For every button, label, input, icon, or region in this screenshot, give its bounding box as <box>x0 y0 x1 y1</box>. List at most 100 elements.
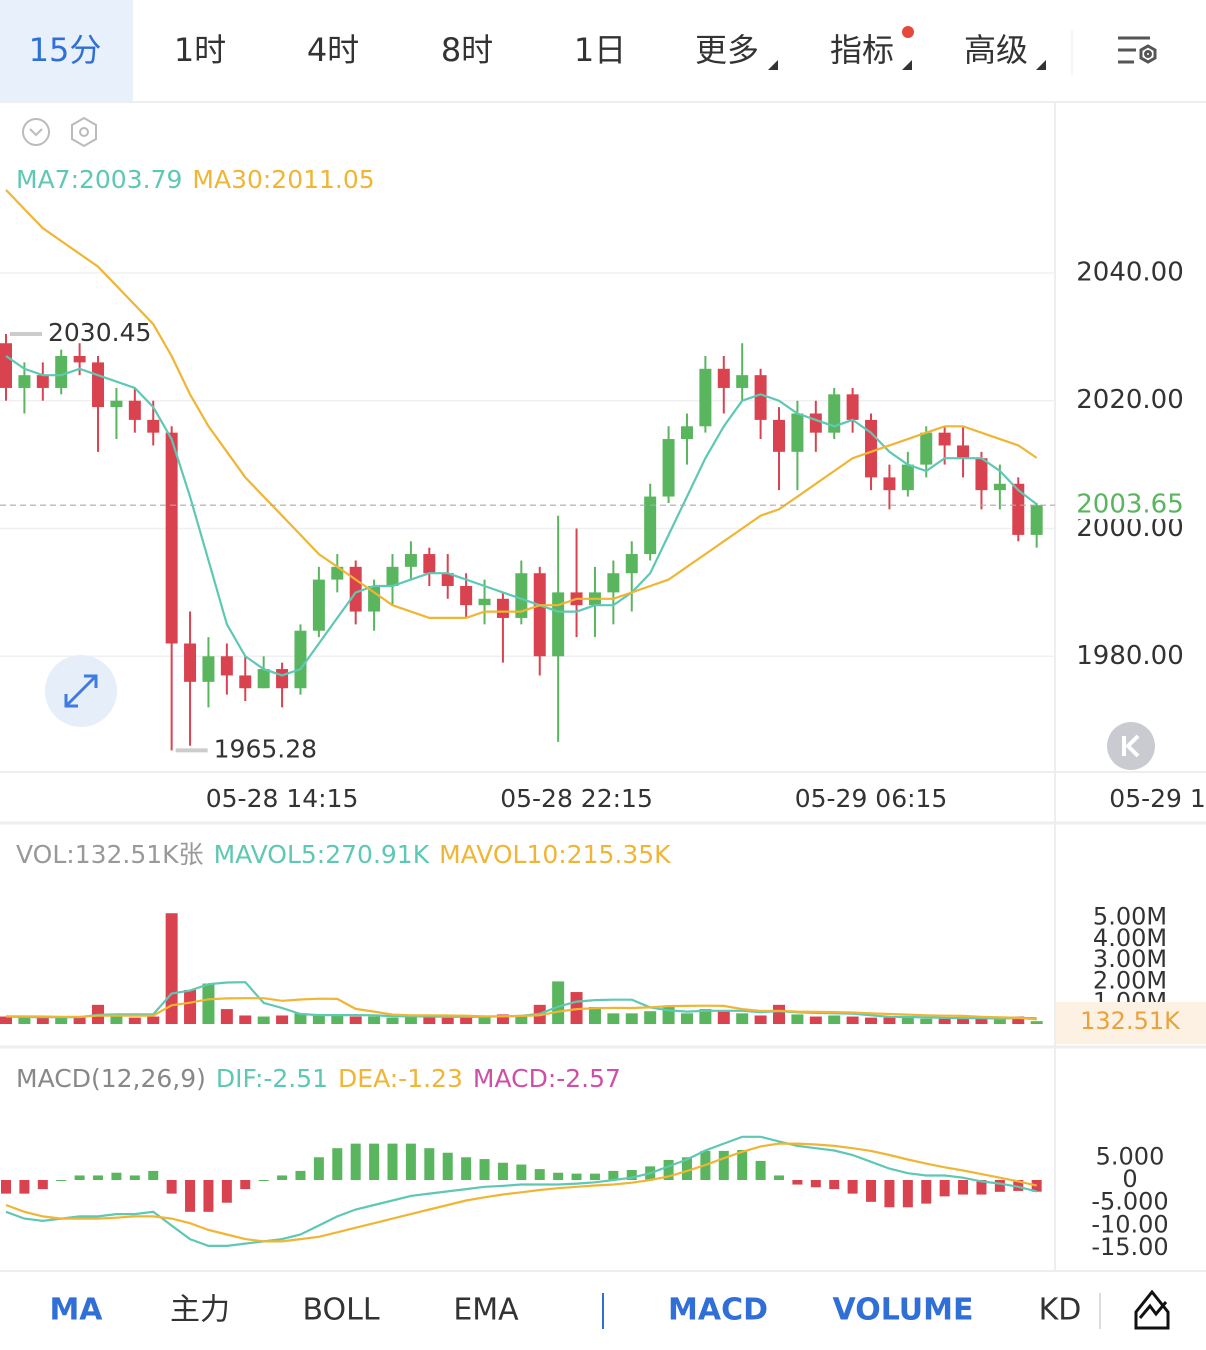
volume-bar <box>680 1013 693 1024</box>
legend-label: MAVOL10:215.35K <box>439 840 671 869</box>
volume-bar <box>699 1009 712 1024</box>
sub-tab[interactable]: MACD <box>668 1293 768 1328</box>
macd-bar <box>681 1157 692 1180</box>
settings-hex-dot <box>79 127 89 137</box>
volume-bar <box>0 1016 12 1024</box>
candle-body <box>938 432 951 446</box>
candle-body <box>828 394 841 433</box>
volume-bar <box>368 1016 381 1024</box>
indicator-tab[interactable]: 主力 <box>170 1293 230 1328</box>
indicator-tab[interactable]: MA <box>49 1293 103 1328</box>
settings-hex-icon[interactable] <box>71 116 97 148</box>
candle-body <box>478 598 491 606</box>
volume-bar <box>1012 1016 1025 1024</box>
tab[interactable]: 8时 <box>441 31 493 69</box>
volume-bar <box>938 1018 951 1024</box>
candle-body <box>294 630 307 689</box>
candle-body <box>18 375 31 388</box>
sub-tab[interactable]: VOLUME <box>833 1293 974 1328</box>
macd-bar <box>902 1180 913 1208</box>
x-tick-label: 05-28 22:15 <box>500 784 653 813</box>
macd-bar <box>755 1160 766 1180</box>
drawing-tool-icon[interactable] <box>1134 1289 1170 1330</box>
candle-body <box>791 413 804 452</box>
macd-bar <box>1031 1180 1042 1192</box>
high-label: 2030.45 <box>48 318 151 347</box>
legend-label: MA30:2011.05 <box>192 165 374 194</box>
macd-bar <box>553 1172 564 1180</box>
volume-bar <box>36 1017 49 1024</box>
collapse-icon[interactable] <box>22 118 50 146</box>
low-label: 1965.28 <box>214 734 317 763</box>
macd-bar <box>111 1172 122 1180</box>
volume-bar <box>1030 1021 1043 1024</box>
candle-body <box>239 675 252 689</box>
back-to-latest-button[interactable] <box>1107 722 1155 770</box>
volume-bar <box>736 1013 749 1024</box>
volume-bar <box>202 983 215 1024</box>
macd-bar <box>313 1157 324 1180</box>
indicator-line <box>5 355 1038 677</box>
candle-body <box>1030 505 1043 535</box>
macd-bar <box>774 1175 785 1180</box>
macd-bar <box>534 1169 545 1180</box>
indicator-tab[interactable]: EMA <box>453 1293 519 1328</box>
volume-bar <box>552 981 565 1024</box>
indicator-line <box>6 997 1037 1021</box>
volume-bar <box>773 1004 786 1024</box>
macd-bar <box>37 1180 48 1190</box>
candle-body <box>496 598 509 618</box>
macd-bar <box>185 1180 196 1212</box>
macd-bar <box>295 1170 306 1180</box>
candle-body <box>460 586 473 606</box>
candle-body <box>276 669 289 689</box>
candle-body <box>717 368 730 388</box>
macd-bar <box>258 1180 269 1181</box>
volume-bar <box>901 1017 914 1024</box>
macd-bar <box>479 1159 490 1180</box>
candle-body <box>36 375 49 388</box>
candle-body <box>184 643 197 682</box>
macd-bar <box>571 1173 582 1180</box>
volume-bar <box>441 1017 454 1024</box>
tab[interactable]: 指标 <box>830 31 894 69</box>
volume-bar <box>220 1009 233 1024</box>
sub-tab[interactable]: KD <box>1039 1293 1082 1328</box>
settings-icon[interactable] <box>1118 36 1157 64</box>
bottom-tabs: MA 主力 BOLL EMA MACD VOLUME KD <box>49 1293 1081 1328</box>
legend-label: DIF:-2.51 <box>216 1064 328 1093</box>
macd-bar <box>56 1180 67 1181</box>
candle-body <box>386 566 399 586</box>
top-tabs: 15分 1时 4时 8时 1日 更多 指标 高级 <box>29 31 1028 69</box>
macd-bar <box>332 1148 343 1180</box>
candle-body <box>533 573 546 657</box>
candle-body <box>680 426 693 440</box>
tab[interactable]: 更多 <box>695 31 759 69</box>
y-tick-label: 2020.00 <box>1076 385 1184 415</box>
macd-bar <box>497 1162 508 1180</box>
candle-body <box>128 400 141 420</box>
macd-bar <box>1 1180 11 1194</box>
tab[interactable]: 1时 <box>174 31 226 69</box>
macd-bar <box>240 1180 251 1190</box>
legend-label: VOL:132.51K张 <box>16 840 204 869</box>
x-tick-label: 05-29 14 <box>1109 784 1206 813</box>
volume-bar <box>478 1016 491 1024</box>
collapse-icon-arrow <box>29 128 43 137</box>
macd-bar <box>921 1180 932 1204</box>
tab[interactable]: 1日 <box>574 31 626 69</box>
tab[interactable]: 4时 <box>307 31 359 69</box>
tab[interactable]: 15分 <box>29 31 102 69</box>
macd-bar <box>93 1175 104 1180</box>
macd-bar <box>1013 1180 1024 1191</box>
candle-body <box>957 445 970 459</box>
y-tick-label: 2.00M <box>1093 966 1167 994</box>
y-tick-label: -15.00 <box>1091 1233 1168 1261</box>
indicator-tab[interactable]: BOLL <box>302 1293 379 1328</box>
candle-body <box>901 464 914 491</box>
candle-body <box>147 419 160 433</box>
x-tick-label: 05-28 14:15 <box>206 784 359 813</box>
tab[interactable]: 高级 <box>964 31 1028 69</box>
